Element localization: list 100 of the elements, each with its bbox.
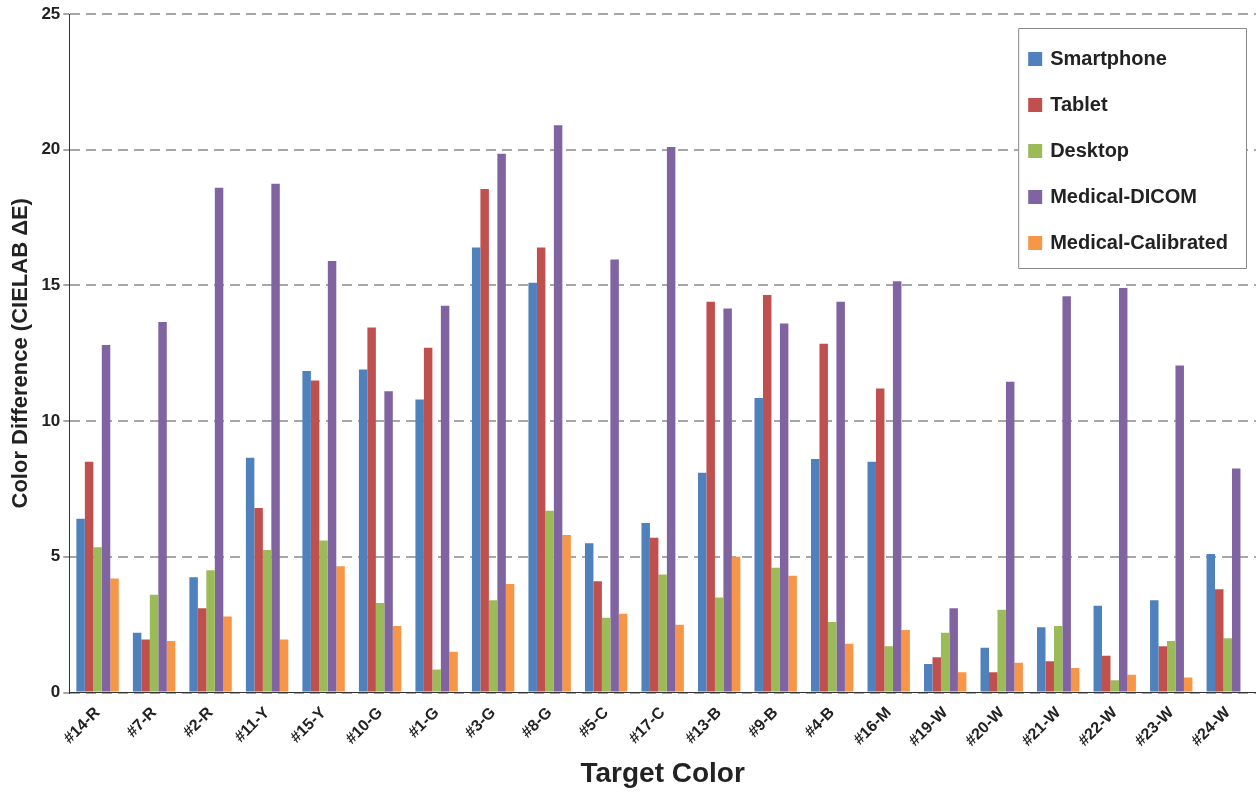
bar xyxy=(1183,677,1193,692)
bar xyxy=(788,575,797,692)
bar xyxy=(1045,661,1054,692)
bar xyxy=(358,369,368,692)
bar xyxy=(779,323,789,692)
bar xyxy=(262,550,272,692)
y-tick-label: 15 xyxy=(41,275,61,295)
bar xyxy=(771,567,780,692)
bar xyxy=(197,608,207,692)
bar xyxy=(536,247,546,692)
bar xyxy=(649,537,659,692)
x-axis-title: Target Color xyxy=(580,756,745,788)
bar xyxy=(1005,381,1015,692)
bar xyxy=(819,343,828,692)
bar xyxy=(158,322,167,692)
bar xyxy=(449,651,458,692)
legend-label: Medical-Calibrated xyxy=(1050,230,1229,253)
bar xyxy=(658,574,667,692)
bar xyxy=(884,646,893,692)
bar xyxy=(1150,600,1159,692)
bar xyxy=(836,301,845,692)
bar xyxy=(149,594,159,692)
legend-label: Smartphone xyxy=(1050,46,1167,69)
bar xyxy=(1215,589,1224,692)
bar xyxy=(93,547,102,692)
bar xyxy=(1037,627,1046,692)
bar xyxy=(528,282,537,692)
bar xyxy=(827,621,837,692)
bar xyxy=(867,461,876,692)
bar xyxy=(245,457,255,692)
y-tick-label: 20 xyxy=(41,139,61,159)
bar xyxy=(989,672,998,692)
bar xyxy=(1102,655,1111,692)
y-tick-label: 10 xyxy=(41,410,61,430)
bar xyxy=(319,540,328,692)
bar xyxy=(84,461,94,692)
bar xyxy=(924,664,933,692)
bar xyxy=(675,624,684,692)
bar xyxy=(562,535,571,692)
bar xyxy=(706,301,715,692)
bar xyxy=(723,308,732,692)
bar xyxy=(132,632,142,692)
bar xyxy=(762,294,772,692)
bar xyxy=(892,281,902,692)
bar xyxy=(423,347,433,692)
bar xyxy=(1093,605,1103,692)
bar xyxy=(1223,638,1232,692)
bar xyxy=(392,626,402,692)
bar xyxy=(1231,468,1241,692)
legend-label: Tablet xyxy=(1050,92,1108,115)
bar xyxy=(641,522,650,692)
bar xyxy=(254,507,263,692)
bar xyxy=(110,578,119,692)
y-tick-label: 5 xyxy=(50,546,61,566)
bar xyxy=(375,602,385,692)
bar xyxy=(601,617,611,692)
bar xyxy=(384,391,393,692)
bar xyxy=(618,613,628,692)
bar xyxy=(1175,365,1184,692)
bar xyxy=(1014,662,1023,692)
bar xyxy=(1206,554,1216,692)
bar xyxy=(214,187,224,692)
bar xyxy=(844,643,854,692)
bar xyxy=(940,632,950,692)
bar xyxy=(553,125,563,692)
bar xyxy=(949,608,958,692)
bar xyxy=(310,380,320,692)
bar xyxy=(101,345,111,692)
bar xyxy=(1167,640,1176,692)
bar xyxy=(1070,668,1080,692)
y-tick-label: 0 xyxy=(50,682,61,702)
bar xyxy=(666,146,676,692)
bar xyxy=(480,189,489,692)
bar xyxy=(166,640,176,692)
bar xyxy=(336,566,345,692)
bar xyxy=(367,327,376,692)
bar xyxy=(731,556,741,692)
bar xyxy=(415,399,424,692)
bar xyxy=(440,305,450,692)
bar xyxy=(432,669,441,692)
y-axis-title: Color Difference (CIELAB ΔE) xyxy=(7,198,33,509)
bar xyxy=(932,657,941,692)
legend-label: Medical-DICOM xyxy=(1050,184,1197,207)
bar xyxy=(584,543,594,692)
bar xyxy=(141,639,150,692)
y-tick-label: 25 xyxy=(41,3,61,23)
bar xyxy=(505,583,515,692)
bar xyxy=(189,577,198,692)
bar xyxy=(610,259,619,692)
bar xyxy=(471,247,481,692)
bar xyxy=(810,459,820,692)
bar xyxy=(1110,680,1119,692)
bar xyxy=(545,510,554,692)
legend-label: Desktop xyxy=(1050,138,1130,161)
bar xyxy=(327,260,337,692)
bar xyxy=(875,388,885,692)
bar xyxy=(1127,674,1136,692)
bar xyxy=(901,630,910,692)
bar xyxy=(488,600,498,692)
bar xyxy=(1158,646,1167,692)
